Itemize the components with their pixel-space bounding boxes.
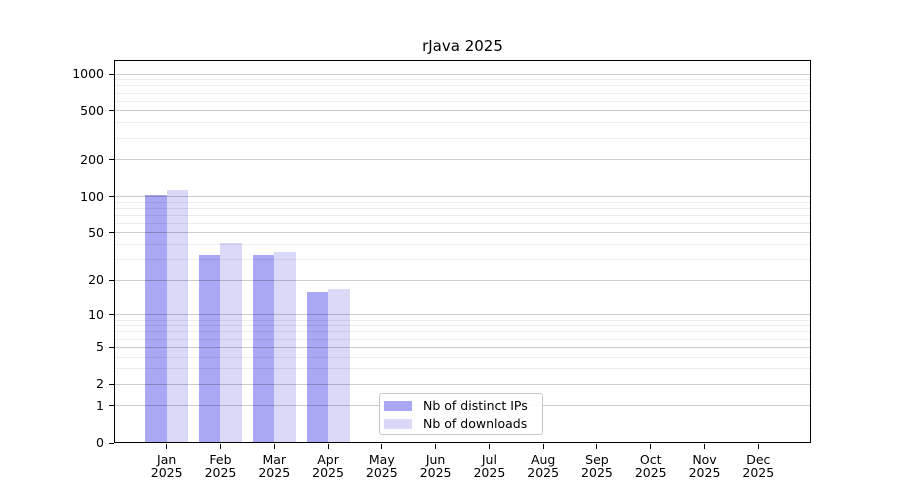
y-tick-label: 2: [96, 376, 104, 392]
gridline-minor: [115, 338, 810, 340]
bar-distinct-ips-mar: [252, 254, 275, 443]
gridline-minor: [115, 207, 810, 209]
legend: Nb of distinct IPs Nb of downloads: [379, 393, 543, 435]
gridline-major: [115, 73, 810, 75]
y-tick-label: 100: [80, 188, 104, 204]
gridline-minor: [115, 319, 810, 321]
bar-downloads-apr: [328, 288, 350, 443]
gridline-major: [115, 314, 810, 316]
gridline-minor: [115, 368, 810, 370]
legend-item-downloads: Nb of downloads: [384, 415, 542, 433]
legend-item-distinct-ips: Nb of distinct IPs: [384, 397, 542, 415]
gridline-major: [115, 196, 810, 197]
y-tick-label: 1: [96, 397, 104, 413]
x-tick-label-apr: Apr 2025: [312, 452, 344, 480]
y-tick-mark: [109, 196, 114, 197]
gridline-minor: [115, 85, 810, 87]
x-tick-label-feb: Feb 2025: [204, 452, 237, 480]
gridline-minor: [115, 137, 810, 139]
x-tick-mark: [166, 444, 168, 449]
gridline-major: [115, 159, 810, 161]
x-tick-mark: [542, 444, 544, 449]
bar-downloads-jan: [166, 189, 189, 443]
gridline-minor: [115, 222, 810, 224]
y-tick-mark: [109, 314, 114, 316]
y-tick-label: 500: [80, 102, 104, 118]
gridline-major: [115, 279, 810, 281]
gridline-minor: [115, 214, 810, 216]
y-tick-mark: [109, 405, 114, 407]
x-tick-label-aug: Aug 2025: [527, 452, 560, 480]
gridline-minor: [115, 100, 810, 102]
y-tick-label: 200: [80, 151, 104, 167]
bar-distinct-ips-feb: [198, 254, 221, 443]
y-tick-mark: [109, 110, 114, 112]
x-tick-mark: [381, 444, 383, 449]
gridline-minor: [115, 92, 810, 94]
x-tick-label-jul: Jul 2025: [473, 452, 506, 480]
gridline-minor: [115, 331, 810, 333]
legend-label-downloads: Nb of downloads: [423, 416, 528, 431]
bar-downloads-feb: [220, 243, 242, 443]
x-tick-label-jun: Jun 2025: [419, 452, 452, 480]
gridline-major: [115, 346, 810, 348]
y-tick-mark: [109, 383, 114, 385]
gridline-minor: [115, 122, 810, 124]
y-tick-label: 20: [88, 272, 104, 288]
x-tick-mark: [488, 444, 490, 449]
x-tick-label-dec: Dec 2025: [742, 452, 775, 480]
x-tick-label-may: May 2025: [365, 452, 398, 480]
gridline-minor: [115, 201, 810, 203]
legend-swatch-downloads: [384, 419, 412, 429]
x-tick-label-oct: Oct 2025: [634, 452, 667, 480]
y-tick-mark: [109, 232, 114, 234]
gridline-minor: [115, 356, 810, 358]
x-tick-mark: [219, 444, 221, 449]
bar-distinct-ips-jan: [145, 194, 167, 443]
gridline-minor: [115, 259, 810, 261]
y-tick-mark: [109, 346, 114, 348]
bar-distinct-ips-apr: [306, 291, 329, 443]
x-tick-mark: [704, 444, 706, 449]
x-tick-mark: [273, 444, 275, 449]
y-tick-label: 10: [88, 306, 104, 322]
gridline-minor: [115, 244, 810, 246]
gridline-major: [115, 383, 810, 385]
chart-title: rJava 2025: [422, 37, 503, 55]
y-tick-label: 5: [96, 339, 104, 355]
y-tick-mark: [109, 279, 114, 281]
x-tick-mark: [650, 444, 652, 449]
gridline-minor: [115, 79, 810, 81]
x-tick-mark: [327, 444, 329, 449]
x-tick-label-nov: Nov 2025: [688, 452, 721, 480]
x-tick-mark: [757, 444, 759, 449]
y-tick-mark: [109, 73, 114, 75]
y-tick-label: 50: [88, 224, 104, 240]
x-tick-label-jan: Jan 2025: [150, 452, 183, 480]
gridline-minor: [115, 325, 810, 327]
y-tick-label: 0: [96, 435, 104, 450]
x-tick-label-sep: Sep 2025: [581, 452, 613, 480]
y-tick-mark: [109, 159, 114, 161]
gridline-major: [115, 232, 810, 234]
x-tick-mark: [596, 444, 598, 449]
gridline-major: [115, 110, 810, 112]
y-tick-label: 1000: [72, 66, 104, 81]
legend-label-distinct-ips: Nb of distinct IPs: [423, 398, 528, 413]
x-tick-mark: [435, 444, 437, 449]
y-tick-mark: [109, 442, 114, 444]
legend-swatch-distinct-ips: [384, 401, 412, 411]
x-tick-label-mar: Mar 2025: [258, 452, 291, 480]
